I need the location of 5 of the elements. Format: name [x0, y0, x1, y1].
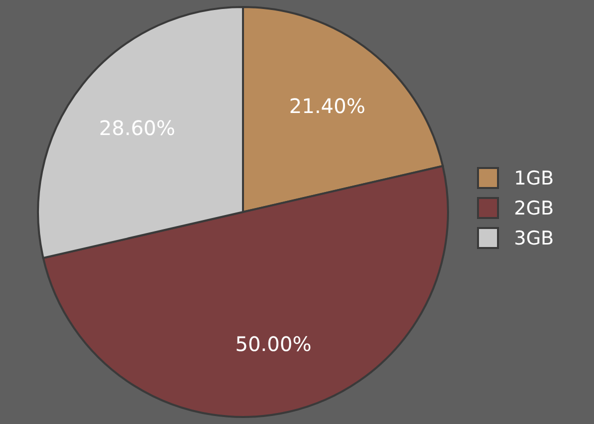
data-label: 50.00%: [235, 332, 312, 356]
legend-label: 2GB: [514, 198, 554, 220]
legend-label: 1GB: [514, 168, 554, 190]
legend-label: 3GB: [514, 228, 554, 250]
data-label: 21.40%: [289, 94, 366, 118]
